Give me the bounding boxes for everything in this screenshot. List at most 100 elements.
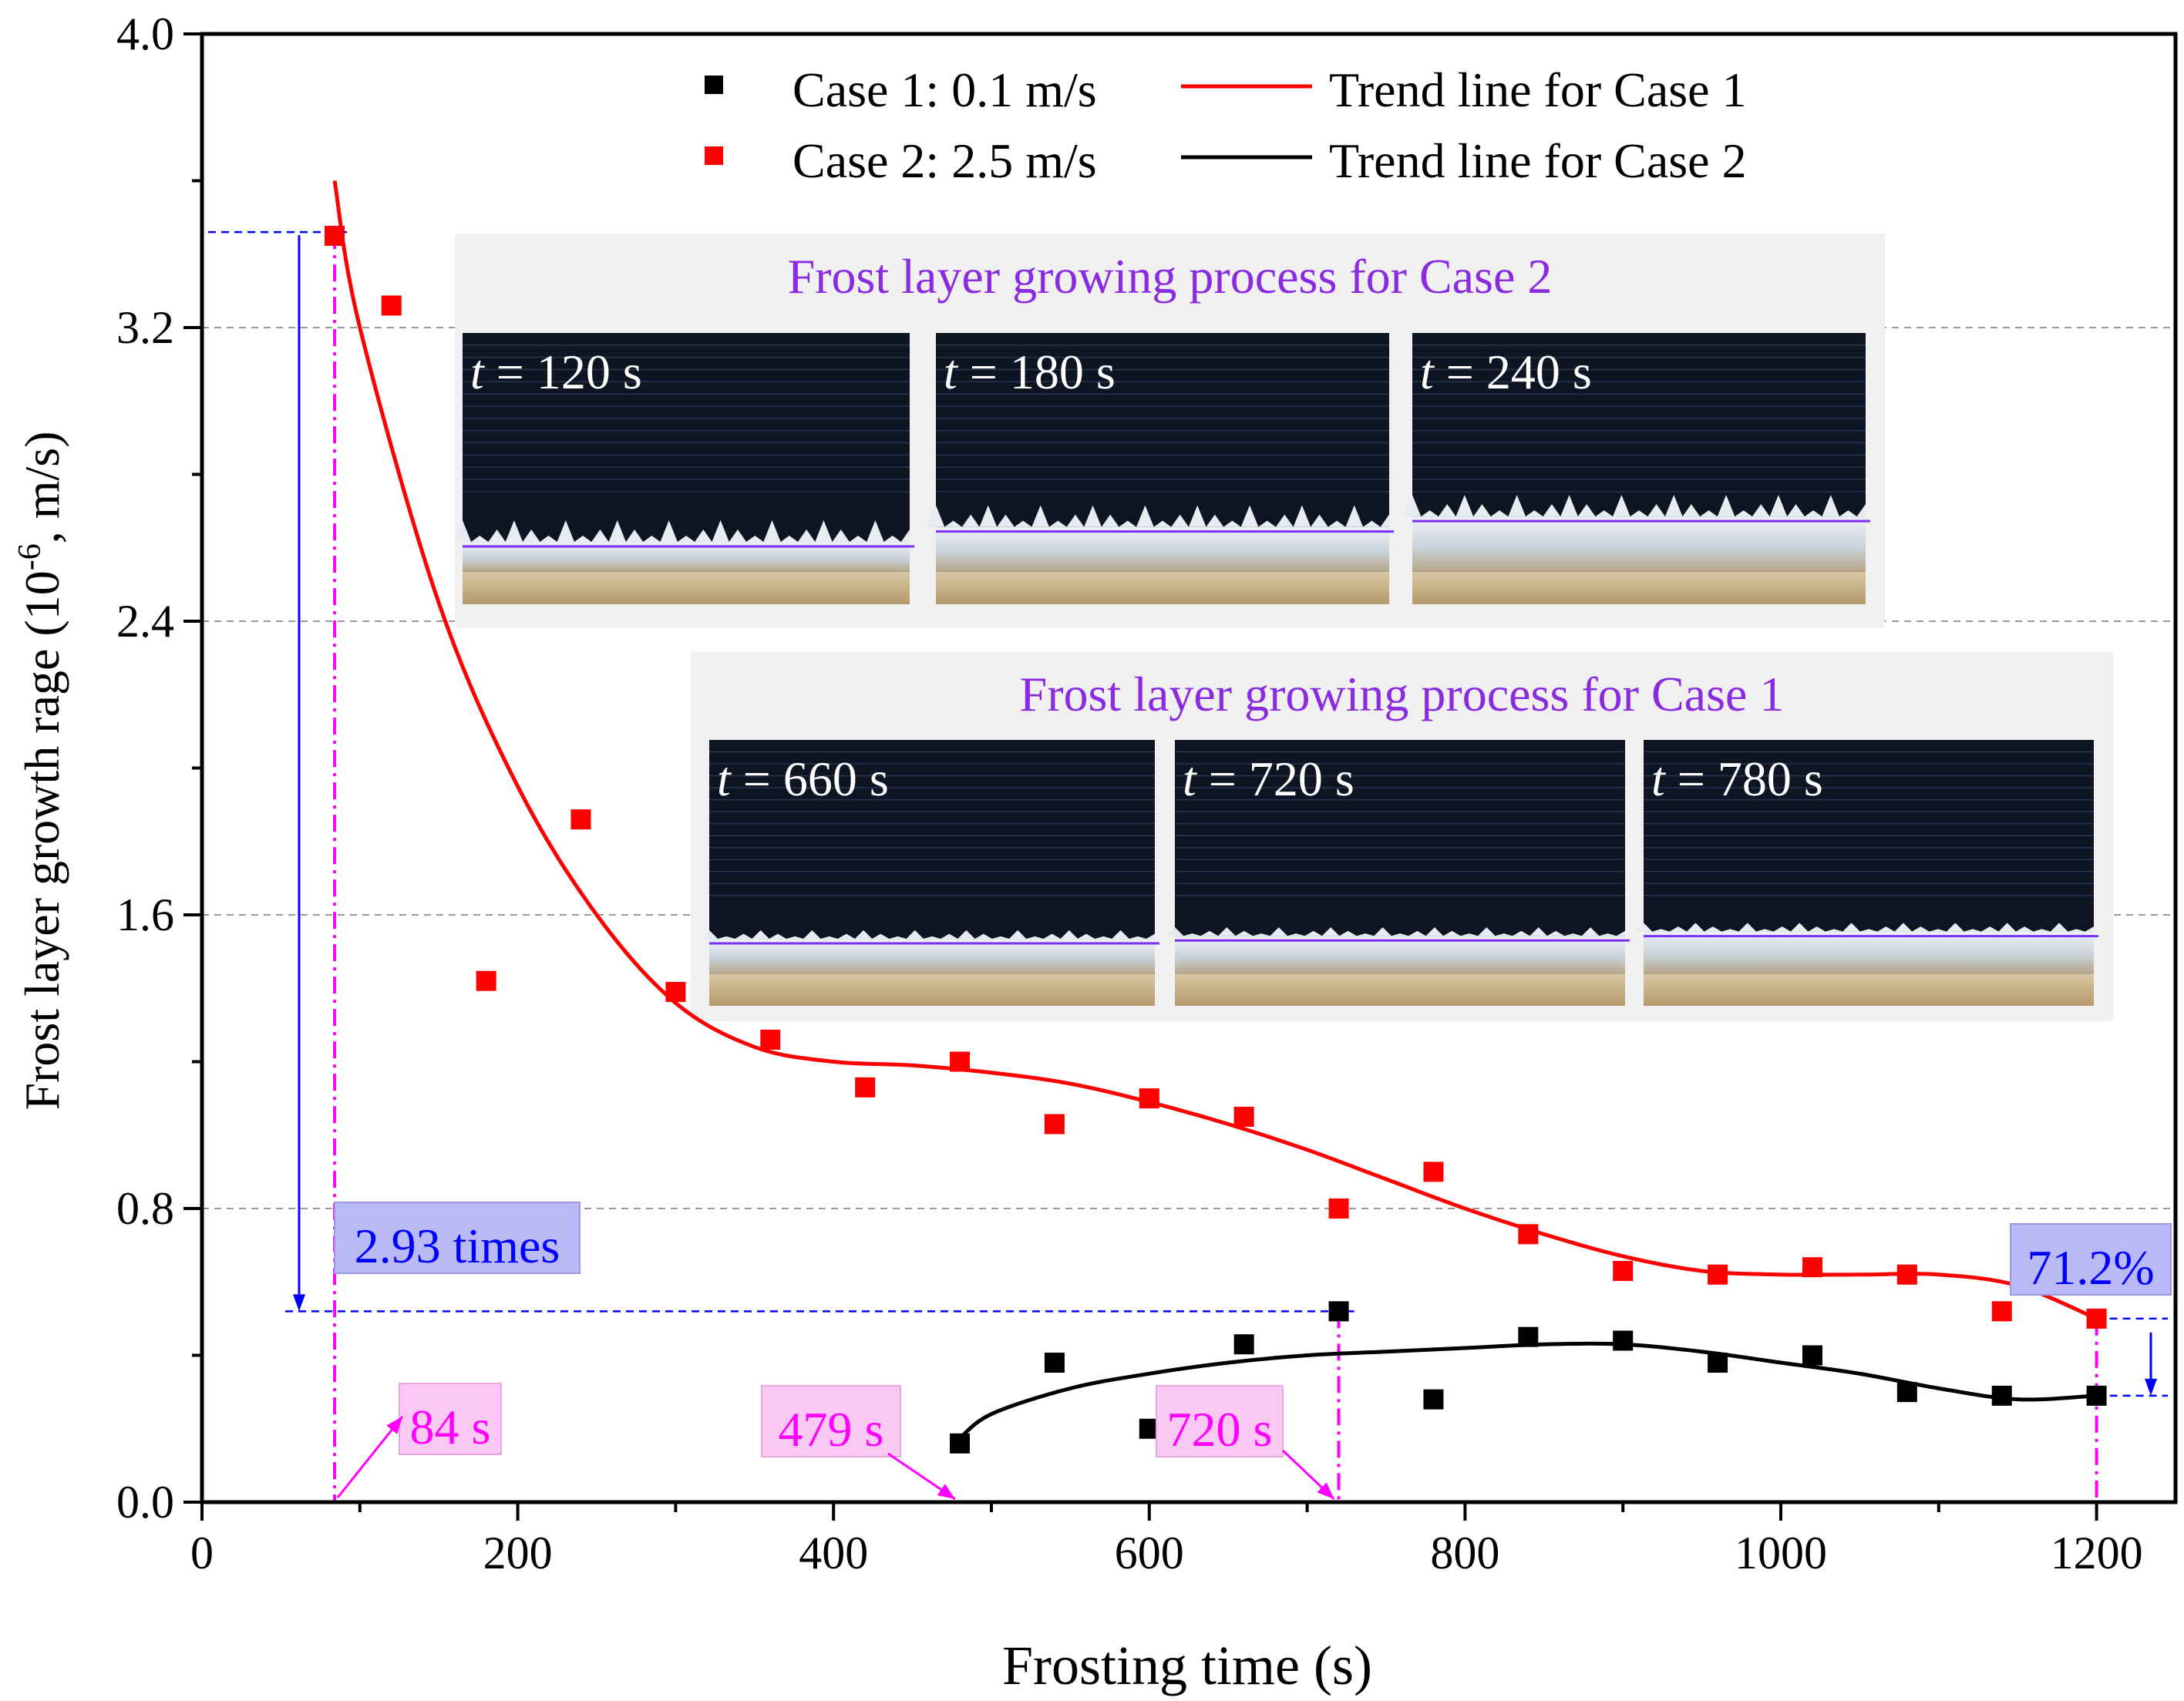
trend-line <box>957 1341 2097 1442</box>
frost-photo: t = 240 s <box>1403 333 1870 604</box>
data-point <box>1518 1224 1539 1245</box>
substrate <box>709 973 1155 1006</box>
legend-label: Case 1: 0.1 m/s <box>792 62 1097 117</box>
data-point <box>1896 1264 1917 1285</box>
data-point <box>325 225 345 246</box>
data-point <box>1233 1106 1254 1127</box>
time-label-479s: 479 s <box>779 1402 884 1457</box>
substrate <box>936 571 1389 604</box>
time-label-84s: 84 s <box>410 1400 491 1454</box>
frost-crystals <box>700 929 1155 940</box>
time-variable: t <box>944 345 959 399</box>
legend-label: Trend line for Case 1 <box>1329 62 1747 117</box>
data-point <box>1613 1260 1634 1281</box>
pointer-84s-head <box>386 1417 402 1434</box>
pointer-479s-head <box>937 1484 955 1499</box>
photo-time-label: t = 780 s <box>1651 751 1823 806</box>
annotation-labels: 2.93 times 71.2% 84 s 479 s 720 s <box>334 1202 2172 1501</box>
data-point <box>1802 1345 1822 1366</box>
data-point <box>2086 1385 2107 1406</box>
time-value: = 240 s <box>1434 345 1592 399</box>
time-value: = 180 s <box>957 345 1116 399</box>
frost-crystals <box>927 505 1389 527</box>
time-value: = 660 s <box>731 751 889 806</box>
data-point <box>950 1051 971 1072</box>
legend-marker <box>705 146 723 165</box>
data-point <box>950 1433 971 1454</box>
x-axis-label: Frosting time (s) <box>1002 1635 1372 1696</box>
data-point <box>1044 1114 1065 1135</box>
frost-photo: t = 120 s <box>453 333 914 604</box>
y-tick-label: 1.6 <box>116 889 174 940</box>
y-axis-label: Frost layer growth rage (10-6, m/s) <box>12 431 69 1110</box>
trend-line <box>332 180 2098 1321</box>
time-label-479s-box <box>761 1385 901 1457</box>
frost-crystals <box>453 520 910 543</box>
y-tick-label: 0.8 <box>116 1183 174 1234</box>
time-value: = 780 s <box>1665 751 1823 806</box>
data-point <box>1802 1257 1822 1278</box>
time-label-720s: 720 s <box>1167 1402 1273 1457</box>
photo-time-label: t = 240 s <box>1420 345 1592 399</box>
frost-layer <box>709 939 1155 974</box>
legend: Case 1: 0.1 m/s Case 2: 2.5 m/s Trend line… <box>705 62 1747 188</box>
substrate <box>1175 973 1625 1006</box>
legend-label: Trend line for Case 2 <box>1329 133 1747 188</box>
photo-time-label: t = 120 s <box>470 345 642 399</box>
time-variable: t <box>717 751 732 806</box>
photo-time-label: t = 660 s <box>717 751 889 806</box>
x-tick-label: 800 <box>1430 1528 1499 1578</box>
frost-layer <box>1644 931 2094 974</box>
photo-time-label: t = 720 s <box>1183 751 1354 806</box>
data-point <box>1991 1385 2012 1406</box>
x-tick-label: 1000 <box>1735 1528 1827 1578</box>
frost-crystals <box>1403 495 1866 517</box>
data-point <box>1044 1353 1065 1373</box>
data-point <box>381 295 402 316</box>
percent-arrowhead <box>2145 1378 2157 1396</box>
x-tick-label: 600 <box>1115 1528 1184 1578</box>
data-point <box>1518 1326 1539 1347</box>
time-value: = 720 s <box>1196 751 1354 806</box>
data-point <box>1139 1088 1159 1109</box>
x-tick-label: 1200 <box>2051 1528 2143 1578</box>
y-tick-label: 3.2 <box>116 302 174 353</box>
time-label-84s-box <box>399 1383 502 1455</box>
data-point <box>665 982 686 1003</box>
data-point <box>1233 1334 1254 1355</box>
percent-label: 71.2% <box>2027 1240 2154 1295</box>
photo-time-label: t = 180 s <box>944 345 1116 399</box>
legend-label: Case 2: 2.5 m/s <box>792 133 1097 188</box>
x-tick-label: 400 <box>799 1528 868 1578</box>
data-point <box>1708 1264 1728 1285</box>
data-point <box>1708 1353 1728 1373</box>
substrate <box>463 571 910 604</box>
time-variable: t <box>470 345 486 399</box>
data-point <box>1328 1198 1349 1219</box>
data-point <box>476 970 496 991</box>
annotation-lines <box>208 230 2168 1502</box>
percent-label-box <box>2010 1223 2172 1296</box>
y-tick-label: 2.4 <box>116 596 174 647</box>
time-variable: t <box>1420 345 1435 399</box>
frost-layer <box>1175 936 1625 974</box>
data-point <box>1328 1301 1349 1322</box>
axes: 0 200 400 600 800 1000 1200 0.0 0.8 1.6 2.4 3.2 4.0 <box>116 8 2178 1578</box>
time-variable: t <box>1651 751 1667 806</box>
time-variable: t <box>1183 751 1198 806</box>
data-point <box>1423 1389 1444 1410</box>
frost-crystals <box>1166 927 1625 936</box>
substrate <box>1412 571 1866 604</box>
x-tick-label: 0 <box>190 1528 214 1578</box>
inset-title: Frost layer growing process for Case 1 <box>1020 667 1785 721</box>
ratio-label: 2.93 times <box>355 1219 560 1273</box>
data-point <box>1613 1330 1634 1351</box>
data-point <box>2086 1308 2107 1329</box>
ratio-arrowhead <box>293 1294 305 1312</box>
data-point <box>1423 1161 1444 1182</box>
pointer-84s <box>336 1416 404 1498</box>
data-point <box>760 1029 781 1050</box>
y-tick-label: 4.0 <box>116 8 174 59</box>
frost-photo: t = 720 s <box>1166 740 1630 1006</box>
inset-title: Frost layer growing process for Case 2 <box>788 249 1553 304</box>
